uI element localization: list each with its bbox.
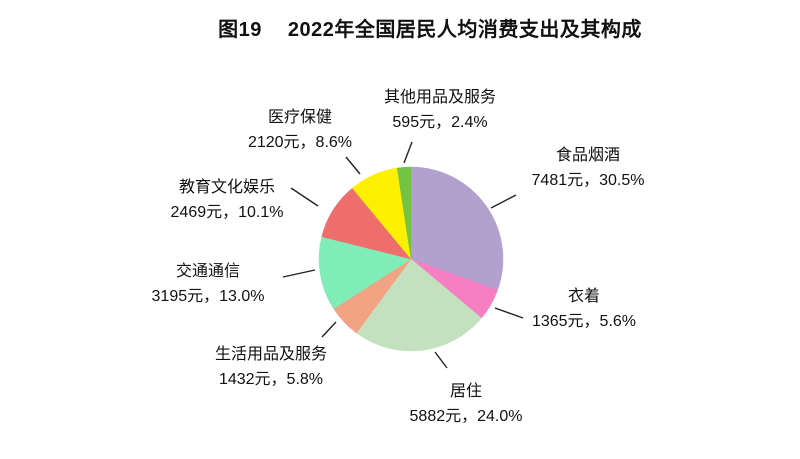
slice-label-education-culture-entertainment: 教育文化娱乐 2469元，10.1% <box>137 175 317 225</box>
slice-value: 2469元，10.1% <box>170 204 284 221</box>
slice-value: 5882元，24.0% <box>409 408 523 425</box>
slice-value: 1432元，5.8% <box>218 371 324 388</box>
slice-name: 生活用品及服务 <box>214 346 327 363</box>
slice-value: 3195元，13.0% <box>151 288 265 305</box>
slice-label-healthcare: 医疗保健 2120元，8.6% <box>210 105 390 155</box>
pie-slice-transport-communication <box>318 236 412 310</box>
slice-label-food-tobacco-alcohol: 食品烟酒 7481元，30.5% <box>498 143 678 193</box>
pie-slices-group <box>318 166 504 352</box>
slice-label-other-goods-services: 其他用品及服务 595元，2.4% <box>350 85 530 135</box>
slice-name: 其他用品及服务 <box>383 89 496 106</box>
slice-name: 居住 <box>449 383 482 400</box>
slice-name: 衣着 <box>567 288 600 305</box>
leader-line-clothing <box>494 307 524 319</box>
slice-value: 2120元，8.6% <box>247 134 353 151</box>
slice-name: 食品烟酒 <box>555 147 620 164</box>
slice-label-clothing: 衣着 1365元，5.6% <box>494 284 674 334</box>
figure-number: 图19 <box>218 19 262 41</box>
slice-name: 交通通信 <box>175 263 240 280</box>
leader-line-transport-communication <box>282 269 316 278</box>
chart-title-text: 2022年全国居民人均消费支出及其构成 <box>287 19 642 41</box>
leader-lines-group <box>282 141 524 369</box>
pie-slice-other-goods-services <box>396 166 412 260</box>
slice-label-household-goods-services: 生活用品及服务 1432元，5.8% <box>181 342 361 392</box>
chart-title: 图19 2022年全国居民人均消费支出及其构成 <box>0 13 800 42</box>
pie-slice-food-tobacco-alcohol <box>410 166 504 291</box>
slice-value: 595元，2.4% <box>392 114 488 131</box>
leader-line-other-goods-services <box>403 141 413 164</box>
slice-name: 教育文化娱乐 <box>178 179 275 196</box>
slice-label-housing: 居住 5882元，24.0% <box>376 379 556 429</box>
leader-line-education-culture-entertainment <box>290 187 319 207</box>
slice-value: 1365元，5.6% <box>531 313 637 330</box>
slice-label-transport-communication: 交通通信 3195元，13.0% <box>118 259 298 309</box>
leader-line-housing <box>434 351 448 369</box>
leader-line-food-tobacco-alcohol <box>490 194 517 209</box>
slice-value: 7481元，30.5% <box>531 172 645 189</box>
pie-slice-housing <box>356 258 482 352</box>
leader-line-healthcare <box>345 156 361 175</box>
leader-line-household-goods-services <box>321 321 337 338</box>
slice-name: 医疗保健 <box>267 109 332 126</box>
